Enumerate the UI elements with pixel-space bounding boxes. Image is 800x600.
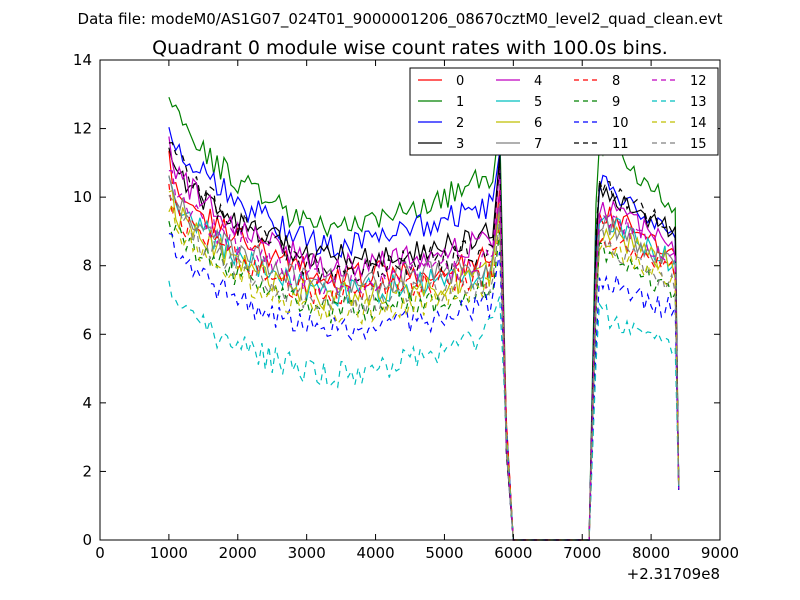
legend-label: 9 — [612, 95, 620, 110]
legend-label: 7 — [534, 137, 542, 152]
legend-label: 12 — [690, 74, 707, 89]
series-line-13 — [168, 280, 680, 541]
legend-label: 15 — [690, 137, 707, 152]
series-line-11 — [168, 142, 680, 541]
chart-suptitle: Data file: modeM0/AS1G07_024T01_90000012… — [78, 10, 723, 29]
legend-label: 0 — [456, 74, 464, 89]
y-tick-label: 4 — [82, 394, 92, 412]
legend-label: 2 — [456, 116, 464, 131]
y-tick-label: 8 — [82, 257, 92, 275]
axes: 0 1000 2000 3000 4000 5000 6000 7000 8000 9000 0 2 4… — [73, 51, 739, 562]
y-tick-label: 10 — [73, 188, 92, 206]
legend-label: 13 — [690, 95, 707, 110]
series-line-6 — [168, 189, 680, 541]
y-tick-label: 12 — [73, 120, 92, 138]
x-tick-label: 8000 — [632, 544, 670, 562]
chart-title: Quadrant 0 module wise count rates with … — [152, 37, 668, 59]
series-line-7 — [168, 175, 680, 541]
x-tick-label: 4000 — [356, 544, 394, 562]
series-line-0 — [168, 150, 680, 541]
x-tick-label: 5000 — [425, 544, 463, 562]
x-tick-label: 6000 — [494, 544, 532, 562]
series-line-2 — [168, 127, 680, 541]
x-offset-label: +2.31709e8 — [627, 565, 720, 583]
x-tick-label: 9000 — [701, 544, 739, 562]
series-line-15 — [168, 195, 680, 541]
y-tick-label: 6 — [82, 325, 92, 343]
y-tick-label: 14 — [73, 51, 92, 69]
series-line-12 — [168, 170, 680, 541]
plot-frame — [99, 59, 721, 541]
legend-label: 5 — [534, 95, 542, 110]
legend-label: 1 — [456, 95, 464, 110]
x-tick-label: 0 — [95, 544, 105, 562]
x-tick-label: 3000 — [288, 544, 326, 562]
legend-label: 6 — [534, 116, 542, 131]
x-tick-label: 1000 — [150, 544, 188, 562]
legend-label: 11 — [612, 137, 629, 152]
series-line-1 — [168, 96, 680, 541]
series-line-8 — [168, 183, 680, 541]
series-line-14 — [168, 202, 680, 541]
series-line-10 — [168, 233, 680, 541]
legend-box — [409, 67, 719, 156]
y-tick-label: 0 — [82, 531, 92, 549]
x-tick-label: 2000 — [219, 544, 257, 562]
legend-label: 8 — [612, 74, 620, 89]
legend-label: 3 — [456, 137, 464, 152]
legend-label: 4 — [534, 74, 542, 89]
legend-label: 14 — [690, 116, 707, 131]
plot-lines — [168, 96, 680, 541]
y-tick-label: 2 — [82, 462, 92, 480]
legend-label: 10 — [612, 116, 629, 131]
x-tick-label: 7000 — [563, 544, 601, 562]
